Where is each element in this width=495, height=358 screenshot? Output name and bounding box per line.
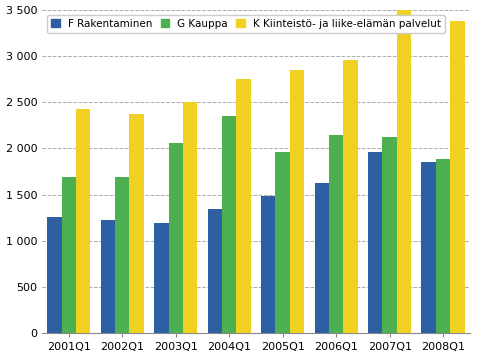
Bar <box>222 116 237 333</box>
Bar <box>276 152 290 333</box>
Bar <box>450 21 465 333</box>
Bar <box>207 209 222 333</box>
Bar <box>344 59 358 333</box>
Bar <box>368 152 383 333</box>
Bar <box>61 177 76 333</box>
Bar <box>261 197 276 333</box>
Bar <box>421 162 436 333</box>
Bar <box>290 70 304 333</box>
Bar <box>314 183 329 333</box>
Legend: F Rakentaminen, G Kauppa, K Kiinteistö- ja liike-elämän palvelut: F Rakentaminen, G Kauppa, K Kiinteistö- … <box>47 15 445 33</box>
Bar <box>397 9 411 333</box>
Bar <box>237 79 251 333</box>
Bar <box>154 223 168 333</box>
Bar <box>115 177 130 333</box>
Bar <box>76 108 91 333</box>
Bar <box>329 135 344 333</box>
Bar <box>130 114 144 333</box>
Bar <box>383 137 397 333</box>
Bar <box>168 143 183 333</box>
Bar <box>183 102 198 333</box>
Bar <box>100 219 115 333</box>
Bar <box>47 217 61 333</box>
Bar <box>436 159 450 333</box>
